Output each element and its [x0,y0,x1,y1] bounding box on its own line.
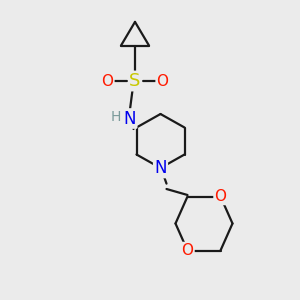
Text: S: S [129,72,141,90]
Text: O: O [182,243,194,258]
Text: N: N [154,159,167,177]
Text: O: O [101,74,113,88]
Text: O: O [157,74,169,88]
Text: N: N [124,110,136,128]
Text: O: O [214,189,226,204]
Text: H: H [111,110,121,124]
